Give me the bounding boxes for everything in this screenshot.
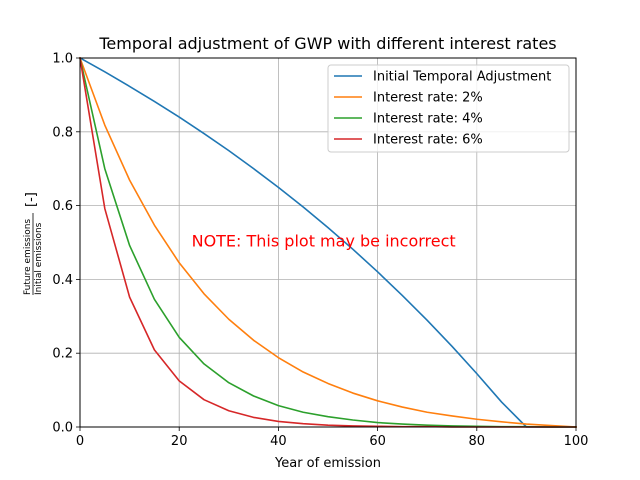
x-tick-label: 100 <box>564 434 589 449</box>
y-tick-label: 0.2 <box>52 347 73 362</box>
series-line-2 <box>78 56 577 428</box>
y-tick-label: 0.0 <box>52 421 73 436</box>
y-tick-label: 0.6 <box>52 199 73 214</box>
series-line-1 <box>78 56 577 428</box>
legend-box <box>327 64 570 153</box>
y-tick-label: 0.4 <box>52 273 73 288</box>
axis-ticks: 0 20 40 60 80 100 0.0 0.2 0.4 0.6 0.8 1.0 <box>52 52 588 450</box>
legend-label-1: Initial Temporal Adjustment <box>373 70 551 85</box>
y-axis-label-numerator: Future emissions <box>23 219 33 295</box>
plot-frame <box>79 57 577 428</box>
x-tick-label: 40 <box>270 434 287 449</box>
note-annotation: NOTE: This plot may be incorrect <box>192 232 456 251</box>
y-axis-label-unit: [-] <box>24 192 39 207</box>
x-tick-label: 0 <box>76 434 84 449</box>
y-axis-label-denominator: Initial emissions <box>34 222 44 295</box>
chart-title: Temporal adjustment of GWP with differen… <box>98 34 556 53</box>
y-tick-label: 0.8 <box>52 125 73 140</box>
x-tick-label: 80 <box>469 434 486 449</box>
legend-label-3: Interest rate: 4% <box>373 112 483 127</box>
legend: Initial Temporal Adjustment Interest rate… <box>327 64 570 153</box>
legend-label-4: Interest rate: 6% <box>373 133 483 148</box>
x-axis-label: Year of emission <box>274 456 381 471</box>
y-axis-label: Future emissions Initial emissions [-] <box>23 192 44 295</box>
x-tick-label: 60 <box>369 434 386 449</box>
legend-label-2: Interest rate: 2% <box>373 91 483 106</box>
x-tick-label: 20 <box>171 434 188 449</box>
y-tick-label: 1.0 <box>52 52 73 67</box>
